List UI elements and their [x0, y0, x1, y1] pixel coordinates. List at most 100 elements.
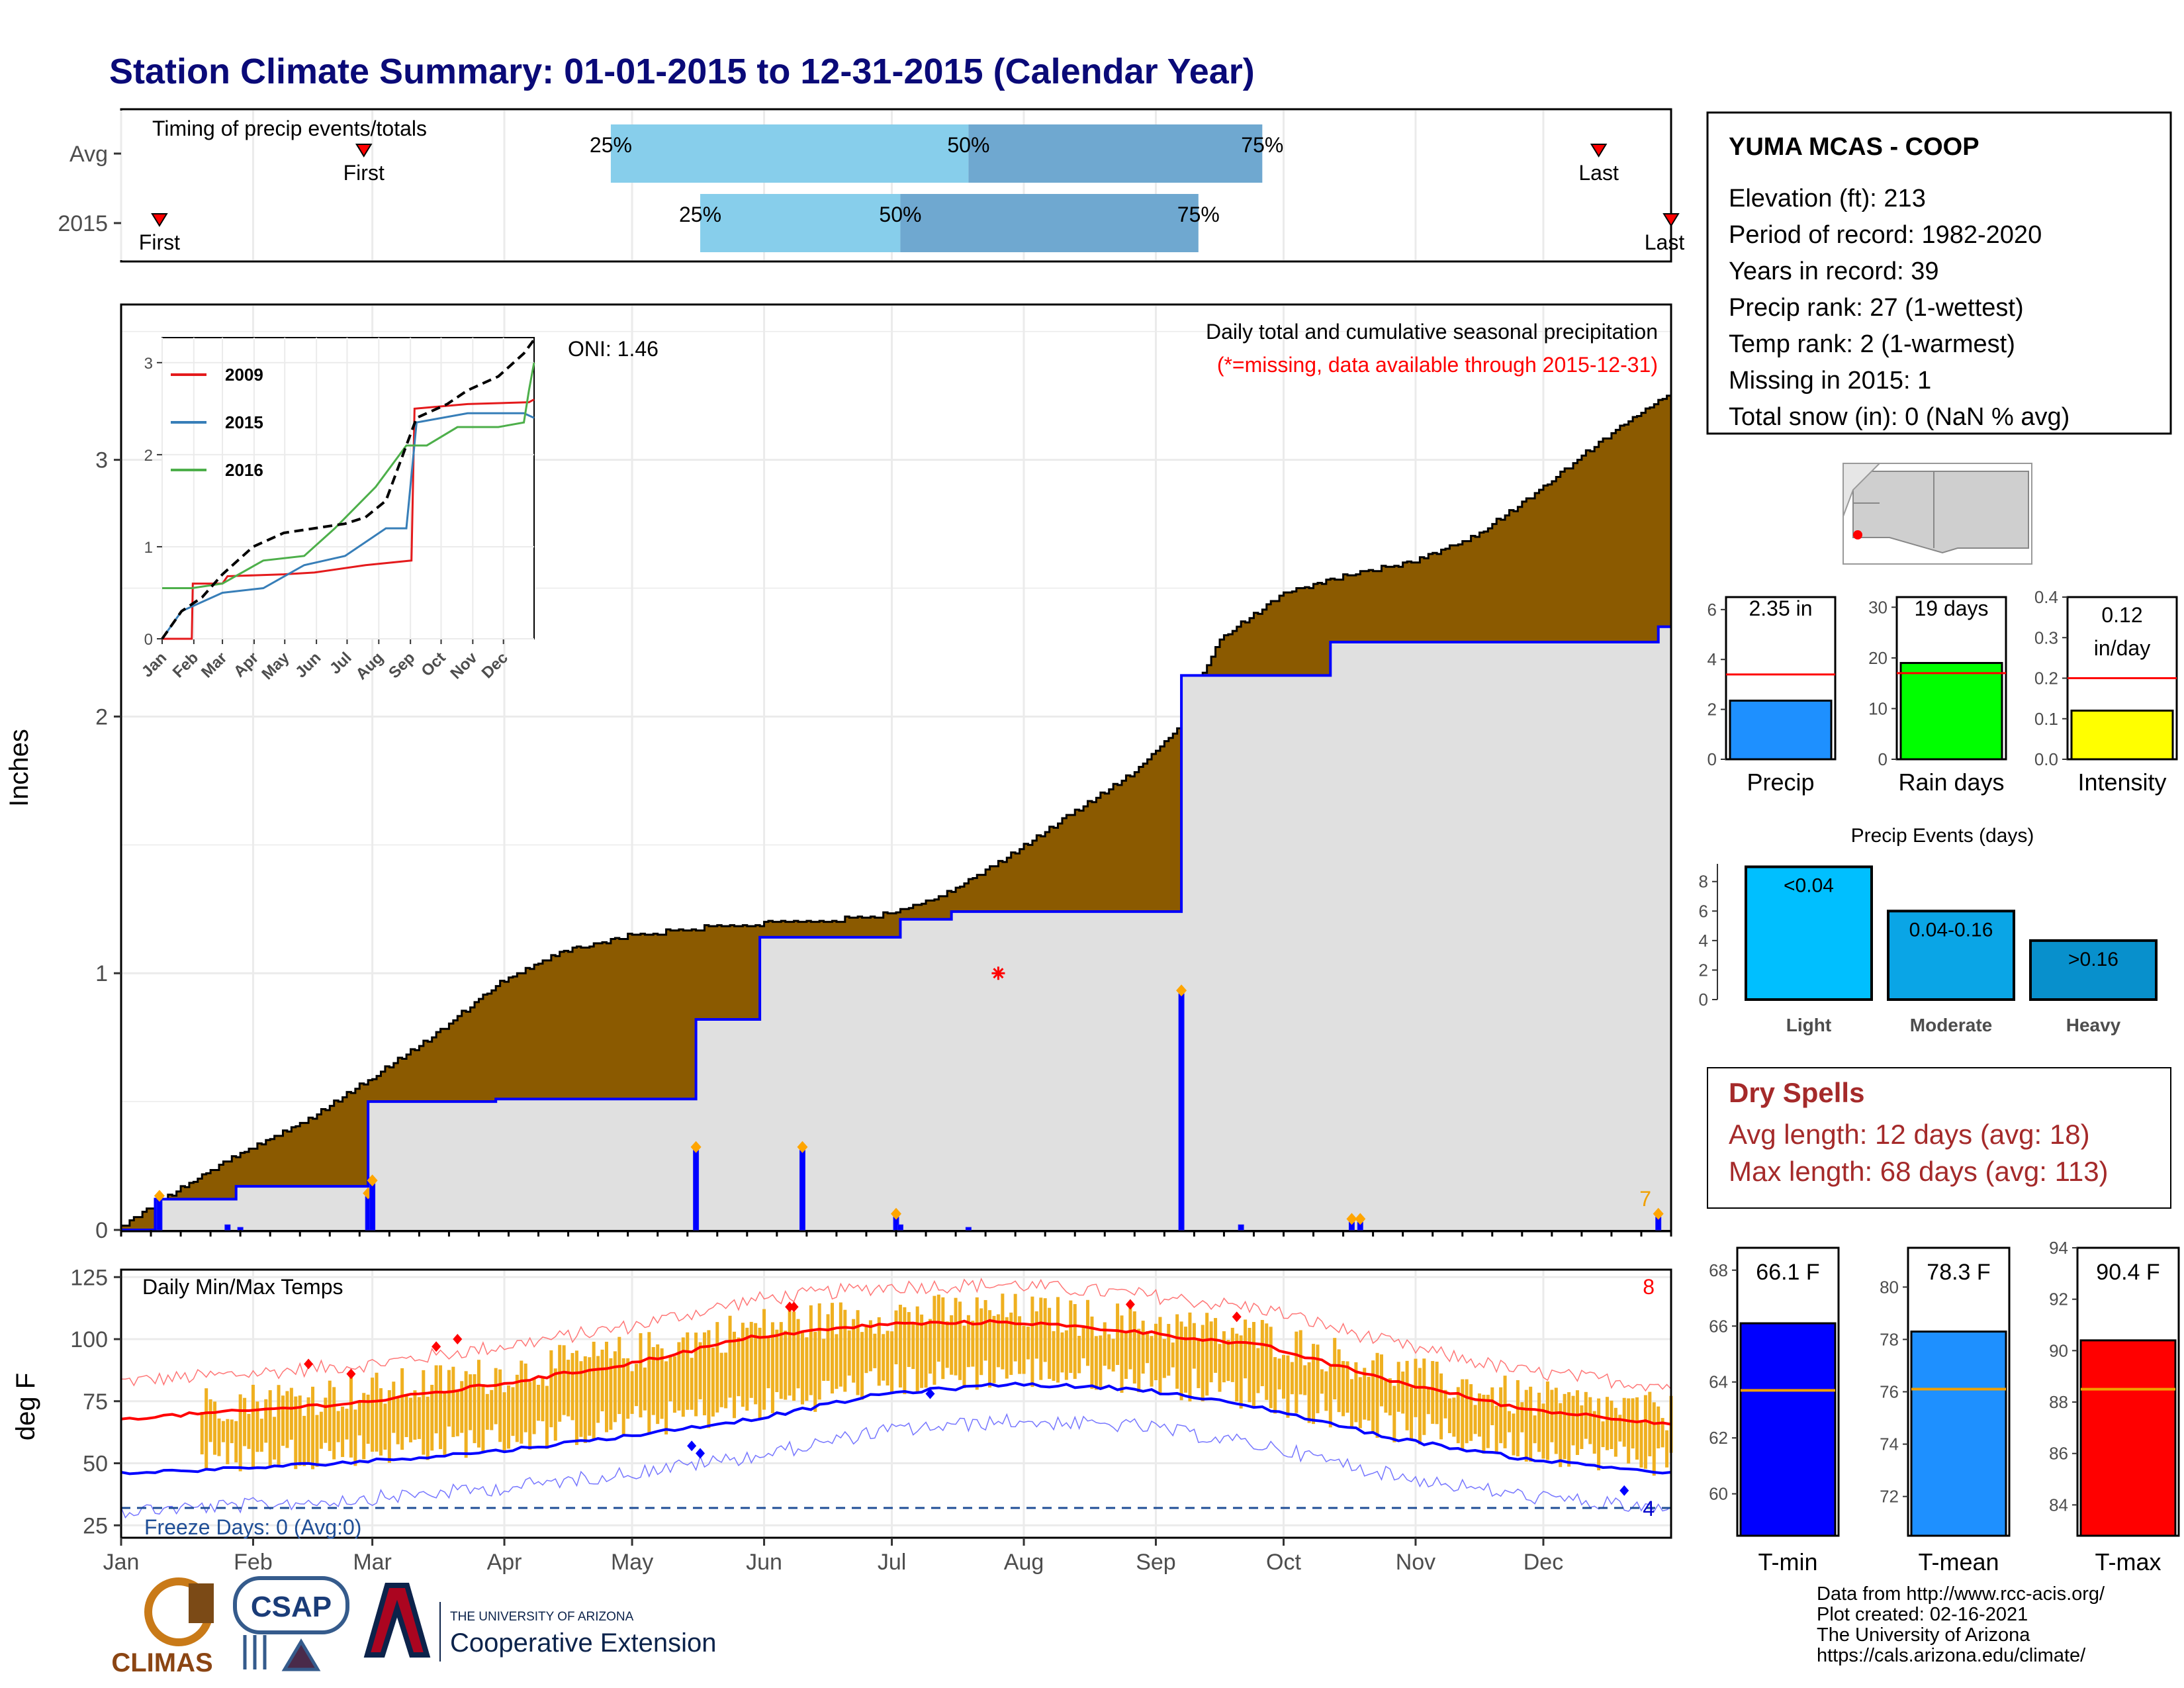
daily-temp-bar — [1248, 1327, 1251, 1403]
summary-bar-value: 19 days — [1914, 596, 1988, 620]
daily-temp-bar — [868, 1320, 872, 1372]
daily-temp-bar — [690, 1358, 694, 1410]
missing-marker — [991, 966, 1005, 980]
daily-temp-bar — [809, 1305, 813, 1395]
daily-temp-bar — [375, 1372, 379, 1452]
temp-panel: 25 50 75 100 125 Jan Feb Mar Apr May Jun Jul Aug Sep… — [11, 1265, 1673, 1575]
daily-temp-bar — [251, 1384, 255, 1469]
daily-temp-bar — [983, 1299, 987, 1361]
daily-temp-bar — [1001, 1293, 1005, 1370]
map-state-lines — [1853, 471, 1934, 548]
credits: Data from http://www.rcc-acis.org/Plot c… — [1817, 1583, 2105, 1666]
temp-bar-ytick-label: 86 — [2049, 1444, 2068, 1464]
inset-ytick-label: 3 — [144, 355, 153, 373]
event-bar — [1887, 910, 2015, 1001]
credit-line: https://cals.arizona.edu/climate/ — [1817, 1645, 2086, 1666]
daily-temp-bar — [1009, 1312, 1013, 1376]
record-high-marker — [453, 1334, 463, 1344]
daily-temp-bar — [1167, 1324, 1171, 1376]
daily-temp-bar — [792, 1311, 796, 1401]
daily-temp-bar — [651, 1346, 655, 1415]
daily-temp-bar — [954, 1297, 958, 1376]
summary-bar-value-2: in/day — [2094, 636, 2150, 660]
temp-xaxis: Jan Feb Mar Apr May Jun Jul Aug Sep Oct Nov Dec — [103, 1538, 1563, 1575]
daily-temp-bar — [1494, 1405, 1498, 1454]
location-map — [1843, 463, 2032, 565]
daily-temp-bar — [230, 1419, 234, 1444]
daily-temp-bar — [1567, 1392, 1571, 1467]
summary-bar-ytick-label: 4 — [1707, 649, 1717, 669]
daily-temp-bar — [528, 1382, 532, 1450]
daily-temp-bar — [1218, 1344, 1222, 1392]
climas-logo-text: CLIMAS — [111, 1648, 212, 1677]
daily-temp-bar — [1269, 1327, 1273, 1409]
daily-precip-bar — [965, 1227, 972, 1231]
daily-temp-bar — [933, 1295, 936, 1385]
daily-temp-bar — [549, 1350, 553, 1428]
daily-precip-bar — [1238, 1224, 1244, 1231]
temp-bar-ytick-label: 74 — [1880, 1434, 1899, 1454]
inset-series-line — [162, 362, 535, 590]
daily-temp-bar — [711, 1347, 715, 1417]
daily-temp-bar — [1107, 1334, 1111, 1370]
daily-temp-bar — [1643, 1395, 1647, 1469]
daily-temp-bar — [1039, 1297, 1043, 1380]
daily-temp-bar — [532, 1378, 536, 1434]
daily-temp-bar — [1392, 1385, 1396, 1442]
daily-temp-bar — [264, 1399, 268, 1443]
temp-bar-value: 78.3 F — [1927, 1260, 1990, 1285]
daily-temp-bar — [1563, 1393, 1567, 1460]
daily-temp-bar — [1290, 1362, 1294, 1395]
daily-temp-bar — [1592, 1411, 1596, 1454]
daily-temp-bar — [592, 1341, 596, 1440]
first-label: First — [139, 230, 180, 254]
month-label: Aug — [1004, 1550, 1044, 1575]
csap-logo-text: CSAP — [251, 1591, 332, 1623]
temp-bar — [2079, 1339, 2177, 1537]
daily-temp-bar — [1064, 1330, 1068, 1380]
daily-temp-bar — [349, 1376, 353, 1458]
precip-summary-bars: 0 2 4 6 2.35 in Precip 0 10 20 30 19 days Rain days… — [1707, 587, 2178, 796]
station-box-frame — [1706, 111, 2172, 435]
daily-temp-bar — [1239, 1335, 1243, 1409]
daily-temp-bar — [707, 1330, 711, 1429]
dry-spells-avg: Avg length: 12 days (avg: 18) — [1729, 1119, 2090, 1150]
daily-temp-bar — [319, 1411, 323, 1449]
daily-temp-bar — [243, 1397, 247, 1446]
timing-row-label: Avg — [69, 142, 108, 167]
daily-temp-bar — [754, 1323, 758, 1405]
temp-bar-ytick-label: 62 — [1709, 1428, 1728, 1448]
daily-temp-bar — [1405, 1360, 1409, 1430]
daily-temp-bar — [1503, 1376, 1507, 1448]
daily-temp-bar — [694, 1333, 698, 1417]
daily-temp-bar — [1627, 1398, 1631, 1464]
first-marker — [355, 144, 373, 158]
temp-ylabel: deg F — [11, 1373, 40, 1440]
events-ytick-label: 0 — [1699, 990, 1708, 1009]
precip-ytick-label: 1 — [95, 961, 108, 986]
daily-temp-bar — [1601, 1421, 1605, 1448]
daily-temp-bar — [238, 1394, 242, 1472]
daily-temp-bar — [541, 1378, 545, 1422]
daily-temp-bar — [915, 1306, 919, 1394]
daily-temp-bar — [826, 1314, 830, 1382]
csap-logo: CSAP — [233, 1576, 349, 1671]
daily-temp-bar — [903, 1307, 907, 1395]
daily-temp-bar — [511, 1387, 515, 1436]
daily-temp-bar — [553, 1368, 557, 1441]
missing-day-asterisk — [991, 966, 1005, 980]
daily-temp-bar — [1056, 1297, 1060, 1383]
temp-bar — [1739, 1322, 1837, 1537]
month-label: Nov — [1396, 1550, 1435, 1575]
daily-temp-bar — [434, 1365, 438, 1434]
temp-panel-frame — [120, 1268, 1672, 1539]
daily-temp-bar — [635, 1364, 639, 1407]
temp-bar-label: T-mean — [1918, 1548, 1999, 1575]
daily-temp-bar — [672, 1356, 676, 1413]
daily-temp-bar — [1086, 1299, 1090, 1366]
daily-temp-bar — [1060, 1332, 1064, 1373]
station-info-box: YUMA MCAS - COOP Elevation (ft): 213 Peri… — [1706, 111, 2172, 435]
daily-temp-bar — [890, 1331, 894, 1393]
daily-temp-bar — [1610, 1400, 1614, 1450]
daily-temp-bar — [1439, 1373, 1443, 1440]
